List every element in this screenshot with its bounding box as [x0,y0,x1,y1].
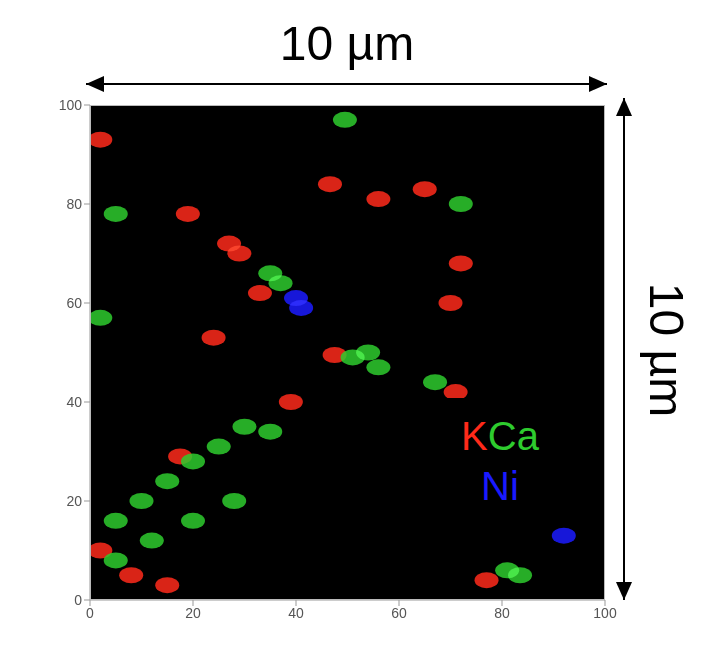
svg-text:60: 60 [391,605,407,621]
svg-text:20: 20 [185,605,201,621]
svg-text:0: 0 [86,605,94,621]
svg-text:0: 0 [74,592,82,608]
html-text:K Ca: K Ca [461,414,539,458]
svg-text:80: 80 [66,196,82,212]
svg-text:20: 20 [66,493,82,509]
svg-text:10 µm: 10 µm [280,17,414,70]
svg-text:80: 80 [494,605,510,621]
svg-text:40: 40 [66,394,82,410]
svg-text:100: 100 [593,605,617,621]
svg-text:40: 40 [288,605,304,621]
html-text:Ni: Ni [481,464,519,508]
svg-text:100: 100 [59,97,83,113]
svg-text:60: 60 [66,295,82,311]
svg-text:10 µm: 10 µm [640,283,693,417]
